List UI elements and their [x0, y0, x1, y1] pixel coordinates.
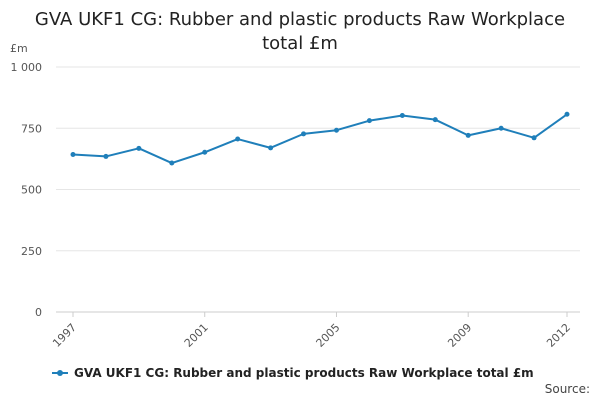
data-point[interactable] [268, 145, 274, 151]
source-label: Source: [544, 382, 590, 396]
data-point[interactable] [432, 117, 438, 123]
legend-label: GVA UKF1 CG: Rubber and plastic products… [74, 366, 534, 380]
legend[interactable]: GVA UKF1 CG: Rubber and plastic products… [52, 366, 534, 380]
data-point[interactable] [498, 125, 504, 131]
chart-title: GVA UKF1 CG: Rubber and plastic products… [0, 8, 600, 56]
series-group [70, 111, 570, 166]
y-tick-label: 500 [21, 184, 42, 197]
x-tick-label: 2001 [182, 321, 211, 350]
y-tick-label: 0 [35, 306, 42, 319]
series-line [72, 113, 568, 165]
data-point[interactable] [399, 113, 405, 119]
data-point[interactable] [169, 160, 175, 166]
x-tick-label: 2009 [445, 321, 474, 350]
data-point[interactable] [136, 145, 142, 151]
data-point[interactable] [465, 132, 471, 138]
x-tick-label: 2005 [314, 321, 343, 350]
grid-lines [56, 66, 580, 313]
y-tick-label: 1 000 [11, 61, 43, 74]
data-point[interactable] [531, 135, 537, 141]
data-point[interactable] [202, 149, 208, 155]
y-tick-label: 750 [21, 122, 42, 135]
data-point[interactable] [366, 118, 372, 124]
data-point[interactable] [333, 127, 339, 133]
x-tick-label: 1997 [50, 321, 79, 350]
data-point[interactable] [103, 153, 109, 159]
x-tick-label: 2012 [544, 321, 573, 350]
chart-title-line-1: GVA UKF1 CG: Rubber and plastic products… [34, 9, 566, 30]
data-point[interactable] [235, 136, 241, 142]
chart-title-line-2: total £m [262, 33, 338, 54]
x-axis-ticks: 1997 2001 2005 2009 2012 [50, 312, 573, 350]
legend-swatch [52, 370, 68, 376]
y-axis-unit-label: £m [10, 42, 28, 55]
data-point[interactable] [70, 151, 76, 157]
data-point[interactable] [301, 131, 307, 137]
data-point[interactable] [564, 111, 570, 117]
y-axis-ticks: 0 250 500 750 1 000 [11, 61, 43, 319]
y-tick-label: 250 [21, 245, 42, 258]
